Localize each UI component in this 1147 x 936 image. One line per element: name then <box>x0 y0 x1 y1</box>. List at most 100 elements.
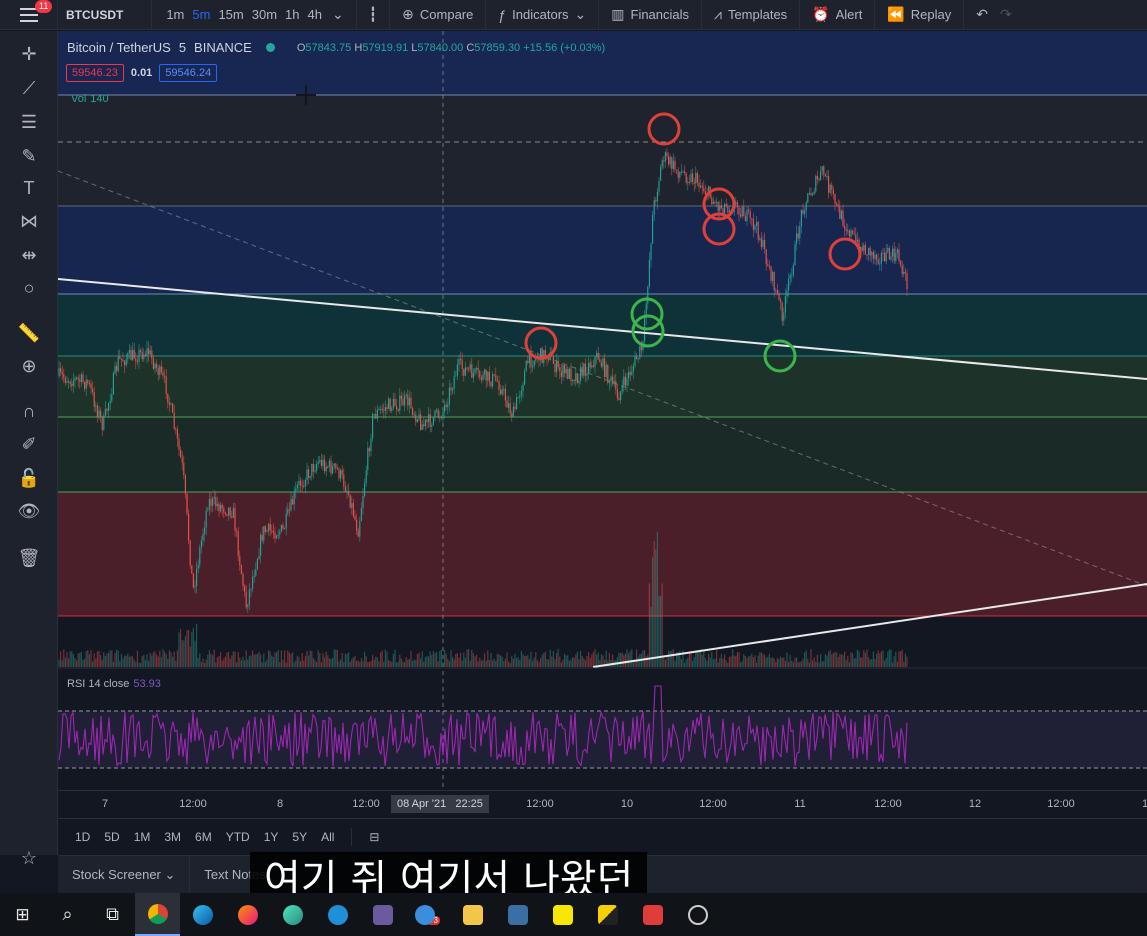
taskbar-app[interactable] <box>630 893 675 936</box>
timeframe-dropdown[interactable]: ⌄ <box>326 0 350 30</box>
candle-body <box>311 463 313 477</box>
stay-drawing-tool[interactable]: ✐ <box>0 429 58 459</box>
taskbar-app[interactable] <box>675 893 720 936</box>
timeframe-4h[interactable]: 4h <box>307 6 322 22</box>
fib-tool[interactable]: ☰ <box>0 107 58 137</box>
timeframe-30m[interactable]: 30m <box>251 6 278 22</box>
range-1m[interactable]: 1M <box>133 829 151 844</box>
buy-button[interactable]: 59546.24 <box>159 64 218 82</box>
indicators-button[interactable]: ƒ Indicators ⌄ <box>492 0 592 30</box>
candle-body <box>794 243 796 266</box>
candle-body <box>466 367 468 370</box>
taskbar-chrome[interactable] <box>135 893 180 936</box>
volume-bar <box>688 653 690 667</box>
shapes-tool[interactable]: ○ <box>0 273 58 303</box>
candle-body <box>373 414 375 416</box>
range-6m[interactable]: 6M <box>195 829 212 844</box>
measure-tool[interactable]: 📏 <box>0 318 58 348</box>
bar-chart-icon: ▥ <box>611 6 625 22</box>
volume-bar <box>533 657 535 667</box>
candle-body <box>866 254 868 256</box>
volume-bar <box>863 650 865 667</box>
brush-tool[interactable]: ✎ <box>0 141 58 171</box>
undo-button[interactable]: ↶ <box>970 0 994 30</box>
taskbar-edge[interactable] <box>180 893 225 936</box>
taskbar-app[interactable] <box>585 893 630 936</box>
range-1y[interactable]: 1Y <box>263 829 279 844</box>
volume-bar <box>546 659 548 667</box>
rsi-legend[interactable]: RSI 14 close 53.93 <box>67 678 161 690</box>
volume-bar <box>248 655 250 667</box>
taskbar-app[interactable]: 73 <box>405 893 450 936</box>
chart-type-button[interactable]: ┇ <box>363 0 383 30</box>
timeframe-1h[interactable]: 1h <box>285 6 300 22</box>
hide-tool[interactable]: 👁 <box>0 496 58 526</box>
taskbar-search[interactable]: ⌕ <box>45 893 90 936</box>
zoom-tool[interactable]: ⊕ <box>0 351 58 381</box>
menu-button[interactable]: 11 <box>0 0 58 30</box>
indicators-label: Indicators <box>512 7 569 22</box>
symbol-title[interactable]: Bitcoin / TetherUS <box>67 40 171 55</box>
range-all[interactable]: All <box>321 829 335 844</box>
volume-bar <box>884 660 886 667</box>
range-5y[interactable]: 5Y <box>292 829 308 844</box>
volume-bar <box>447 658 449 667</box>
candle-body <box>556 361 558 373</box>
compare-button[interactable]: ⊕ Compare <box>396 0 479 30</box>
taskbar-app[interactable] <box>360 893 405 936</box>
replay-button[interactable]: ⏪ Replay <box>881 0 957 30</box>
candle-body <box>349 494 351 508</box>
annotation-circle-green <box>631 314 665 348</box>
volume-bar <box>167 658 169 667</box>
trendline-tool[interactable]: ⟋ <box>0 73 58 103</box>
text-tool[interactable]: T <box>0 173 58 203</box>
timeframe-15m[interactable]: 15m <box>218 6 244 22</box>
taskbar-app[interactable] <box>495 893 540 936</box>
volume-legend[interactable]: Vol 140 <box>71 93 109 105</box>
symbol-search[interactable]: BTCUSDT <box>58 0 153 30</box>
go-to-date-button[interactable]: ⊟ <box>362 830 386 844</box>
range-5d[interactable]: 5D <box>104 829 120 844</box>
redo-button[interactable]: ↷ <box>994 0 1018 30</box>
volume-bar <box>842 655 844 667</box>
timeframe-1m[interactable]: 1m <box>166 6 185 22</box>
candle-body <box>351 503 353 508</box>
financials-button[interactable]: ▥ Financials <box>605 0 695 30</box>
lock-tool[interactable]: 🔓 <box>0 463 58 493</box>
taskbar-firefox[interactable] <box>225 893 270 936</box>
range-3m[interactable]: 3M <box>164 829 182 844</box>
chart-canvas[interactable] <box>58 31 1147 818</box>
volume-bar <box>880 651 882 667</box>
prediction-tool[interactable]: ⇹ <box>0 240 58 270</box>
candle-body <box>554 363 556 373</box>
candle-body <box>575 373 577 382</box>
taskbar-file-explorer[interactable] <box>450 893 495 936</box>
candle-body <box>72 380 74 386</box>
volume-bar <box>424 657 426 667</box>
volume-bar <box>135 661 137 667</box>
favorites-tool[interactable]: ☆ <box>0 843 58 873</box>
candle-body <box>186 493 188 514</box>
range-1d[interactable]: 1D <box>75 829 91 844</box>
taskbar-ie[interactable] <box>315 893 360 936</box>
volume-bar <box>773 658 775 667</box>
start-button[interactable]: ⊞ <box>0 893 45 936</box>
task-view-button[interactable]: ⧉ <box>90 893 135 936</box>
magnet-tool[interactable]: ∩ <box>0 396 58 426</box>
crosshair-tool[interactable]: ✛ <box>0 39 58 69</box>
tab-stock-screener[interactable]: Stock Screener ⌄ <box>58 855 191 894</box>
chart-pane[interactable]: Bitcoin / TetherUS 5 BINANCE O57843.75 H… <box>58 31 1147 818</box>
taskbar-app[interactable] <box>270 893 315 936</box>
volume-bar <box>351 659 353 667</box>
alert-button[interactable]: ⏰ Alert <box>806 0 868 30</box>
timeframe-5m[interactable]: 5m <box>192 6 211 22</box>
time-axis[interactable]: 7 12:00 8 12:00 12:00 10 12:00 11 12:00 … <box>58 790 1147 818</box>
remove-tool[interactable]: 🗑 <box>0 543 58 573</box>
taskbar-kakaotalk[interactable] <box>540 893 585 936</box>
volume-bar <box>532 660 534 667</box>
templates-button[interactable]: ⩘ Templates <box>708 0 793 30</box>
volume-bar <box>589 657 591 667</box>
pattern-tool[interactable]: ⋈ <box>0 206 58 236</box>
sell-button[interactable]: 59546.23 <box>66 64 124 82</box>
range-ytd[interactable]: YTD <box>225 829 250 844</box>
